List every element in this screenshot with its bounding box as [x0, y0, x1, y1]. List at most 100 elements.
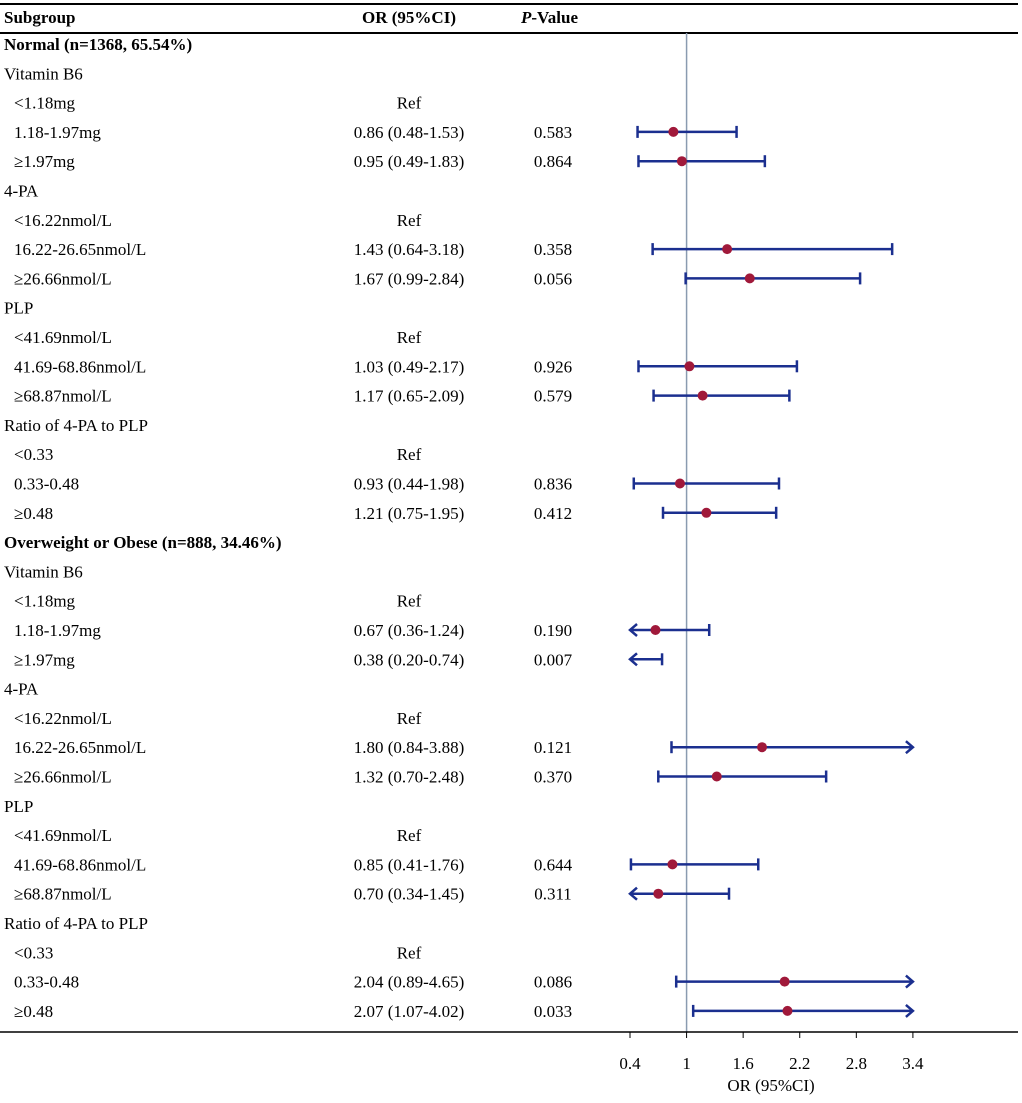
p-value: 0.926	[534, 357, 572, 376]
row-label: <0.33	[14, 943, 53, 962]
or-value: 1.21 (0.75-1.95)	[354, 504, 464, 523]
x-axis-label: OR (95%CI)	[727, 1076, 814, 1095]
row-label: 41.69-68.86nmol/L	[14, 855, 146, 874]
category-label: PLP	[4, 299, 33, 318]
row-label: 41.69-68.86nmol/L	[14, 357, 146, 376]
row-label: <41.69nmol/L	[14, 826, 112, 845]
p-value: 0.007	[534, 650, 573, 669]
ref-label: Ref	[397, 211, 422, 230]
ref-label: Ref	[397, 943, 422, 962]
row-label: <16.22nmol/L	[14, 211, 112, 230]
p-value: 0.644	[534, 855, 573, 874]
ci-arrow-left	[628, 652, 638, 667]
header-p-letter: P	[520, 8, 532, 27]
ref-label: Ref	[397, 445, 422, 464]
category-label: Ratio of 4-PA to PLP	[4, 416, 148, 435]
or-value: 0.95 (0.49-1.83)	[354, 152, 464, 171]
or-point	[701, 507, 712, 518]
row-label: ≥1.97mg	[14, 152, 75, 171]
p-value: 0.358	[534, 240, 572, 259]
row-label: 0.33-0.48	[14, 475, 79, 494]
header-p-value: P-Value	[520, 8, 578, 27]
group-label: Normal (n=1368, 65.54%)	[4, 35, 192, 54]
or-point	[757, 742, 768, 753]
p-value: 0.583	[534, 123, 572, 142]
row-label: 1.18-1.97mg	[14, 123, 101, 142]
or-point	[779, 976, 790, 987]
or-value: 0.86 (0.48-1.53)	[354, 123, 464, 142]
or-point	[668, 126, 679, 137]
ci-arrow-left	[628, 886, 638, 901]
ref-label: Ref	[397, 826, 422, 845]
category-label: Vitamin B6	[4, 64, 83, 83]
ref-label: Ref	[397, 328, 422, 347]
category-label: Vitamin B6	[4, 562, 83, 581]
category-label: Ratio of 4-PA to PLP	[4, 914, 148, 933]
row-label: <16.22nmol/L	[14, 709, 112, 728]
x-axis: 0.4 1 1.6 2.2 2.8 3.4	[619, 1032, 924, 1073]
or-point	[653, 888, 664, 899]
row-label: ≥68.87nmol/L	[14, 885, 112, 904]
or-value: 1.67 (0.99-2.84)	[354, 269, 464, 288]
row-label: ≥26.66nmol/L	[14, 768, 112, 787]
header-subgroup: Subgroup	[4, 8, 76, 27]
row-label: <41.69nmol/L	[14, 328, 112, 347]
or-value: 1.80 (0.84-3.88)	[354, 738, 464, 757]
p-value: 0.864	[534, 152, 573, 171]
or-value: 0.67 (0.36-1.24)	[354, 621, 464, 640]
p-value: 0.370	[534, 768, 572, 787]
rows-layer: Normal (n=1368, 65.54%) Vitamin B6 <1.18mg…	[4, 35, 573, 1021]
group-label: Overweight or Obese (n=888, 34.46%)	[4, 533, 282, 552]
ci-arrow-right	[905, 740, 915, 755]
x-tick-label: 1.6	[733, 1054, 754, 1073]
or-point	[782, 1005, 793, 1016]
or-point	[674, 478, 685, 489]
row-label: 16.22-26.65nmol/L	[14, 738, 146, 757]
or-point	[667, 859, 678, 870]
row-label: <0.33	[14, 445, 53, 464]
or-point	[711, 771, 722, 782]
row-label: ≥68.87nmol/L	[14, 387, 112, 406]
or-point	[744, 273, 755, 284]
or-value: 1.43 (0.64-3.18)	[354, 240, 464, 259]
or-value: 0.93 (0.44-1.98)	[354, 475, 464, 494]
p-value: 0.033	[534, 1002, 572, 1021]
or-value: 0.85 (0.41-1.76)	[354, 855, 464, 874]
p-value: 0.056	[534, 269, 572, 288]
plot-area	[628, 33, 915, 1032]
category-label: 4-PA	[4, 182, 39, 201]
or-value: 0.70 (0.34-1.45)	[354, 885, 464, 904]
row-label: <1.18mg	[14, 94, 76, 113]
or-value: 0.38 (0.20-0.74)	[354, 650, 464, 669]
row-label: ≥1.97mg	[14, 650, 75, 669]
or-value: 1.17 (0.65-2.09)	[354, 387, 464, 406]
p-value: 0.579	[534, 387, 572, 406]
p-value: 0.412	[534, 504, 572, 523]
row-label: 16.22-26.65nmol/L	[14, 240, 146, 259]
header-p-suffix: -Value	[531, 8, 578, 27]
ci-arrow-right	[905, 1003, 915, 1018]
x-tick-label: 3.4	[902, 1054, 924, 1073]
row-label: <1.18mg	[14, 592, 76, 611]
ref-label: Ref	[397, 94, 422, 113]
ci-arrow-right	[905, 974, 915, 989]
ci-arrow-left	[628, 623, 638, 637]
or-value: 1.03 (0.49-2.17)	[354, 357, 464, 376]
p-value: 0.836	[534, 475, 572, 494]
ref-label: Ref	[397, 592, 422, 611]
category-label: PLP	[4, 797, 33, 816]
category-label: 4-PA	[4, 680, 39, 699]
or-point	[722, 244, 733, 255]
x-tick-label: 0.4	[619, 1054, 641, 1073]
or-point	[676, 156, 687, 167]
p-value: 0.190	[534, 621, 572, 640]
header-or: OR (95%CI)	[362, 8, 456, 27]
or-point	[684, 361, 695, 372]
ref-label: Ref	[397, 709, 422, 728]
or-point	[697, 390, 708, 401]
or-value: 1.32 (0.70-2.48)	[354, 768, 464, 787]
or-point	[650, 625, 661, 635]
or-value: 2.04 (0.89-4.65)	[354, 973, 464, 992]
row-label: ≥0.48	[14, 504, 53, 523]
